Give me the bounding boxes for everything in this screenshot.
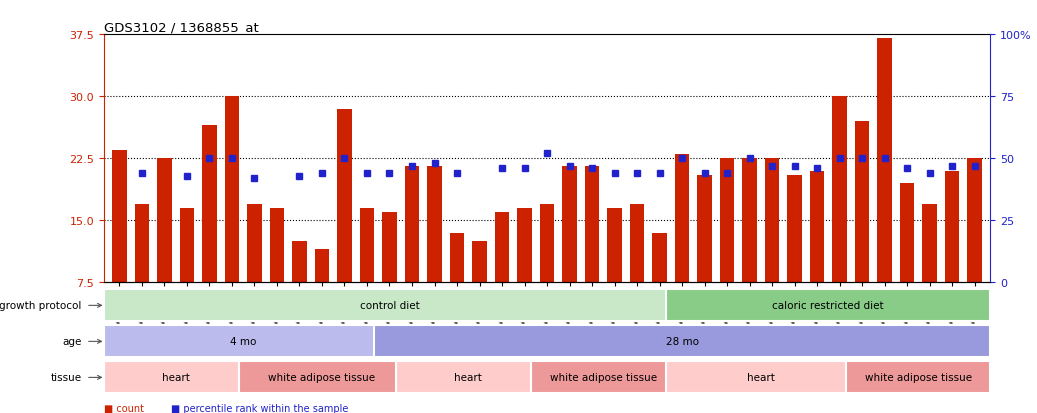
Bar [697,175,711,282]
Bar [373,325,990,358]
Text: 28 mo: 28 mo [666,337,699,347]
Bar [104,325,383,358]
Text: tissue: tissue [51,373,82,382]
Bar [667,361,856,394]
Bar [968,159,982,282]
Bar [667,290,990,322]
Bar [270,208,284,282]
Bar [247,204,261,282]
Bar [314,249,330,282]
Bar [877,39,892,282]
Bar [104,361,248,394]
Bar [846,361,990,394]
Bar [404,167,419,282]
Text: white adipose tissue: white adipose tissue [550,373,656,382]
Text: control diet: control diet [360,301,419,311]
Bar [179,208,194,282]
Bar [675,155,690,282]
Bar [202,126,217,282]
Text: ■ count: ■ count [104,403,144,413]
Bar [360,208,374,282]
Bar [787,175,802,282]
Bar [833,97,847,282]
Bar [854,122,869,282]
Text: white adipose tissue: white adipose tissue [865,373,972,382]
Bar [158,159,172,282]
Text: heart: heart [454,373,482,382]
Bar [945,171,959,282]
Bar [652,233,667,282]
Bar [337,109,352,282]
Bar [531,361,675,394]
Text: heart: heart [747,373,775,382]
Text: 4 mo: 4 mo [230,337,256,347]
Bar [922,204,936,282]
Bar [427,167,442,282]
Bar [450,233,465,282]
Text: ■ percentile rank within the sample: ■ percentile rank within the sample [171,403,348,413]
Text: growth protocol: growth protocol [0,301,82,311]
Bar [764,159,780,282]
Bar [900,183,915,282]
Bar [104,290,675,322]
Bar [292,241,307,282]
Bar [585,167,599,282]
Bar [608,208,622,282]
Bar [629,204,644,282]
Text: white adipose tissue: white adipose tissue [269,373,375,382]
Bar [720,159,734,282]
Bar [225,97,240,282]
Text: heart: heart [162,373,190,382]
Bar [810,171,824,282]
Bar [472,241,486,282]
Bar [112,151,127,282]
Bar [495,212,509,282]
Text: age: age [62,337,82,347]
Text: caloric restricted diet: caloric restricted diet [773,301,885,311]
Bar [517,208,532,282]
Bar [135,204,149,282]
Bar [383,212,397,282]
Bar [539,204,555,282]
Bar [239,361,405,394]
Bar [562,167,577,282]
Bar [742,159,757,282]
Text: GDS3102 / 1368855_at: GDS3102 / 1368855_at [104,21,258,34]
Bar [396,361,540,394]
